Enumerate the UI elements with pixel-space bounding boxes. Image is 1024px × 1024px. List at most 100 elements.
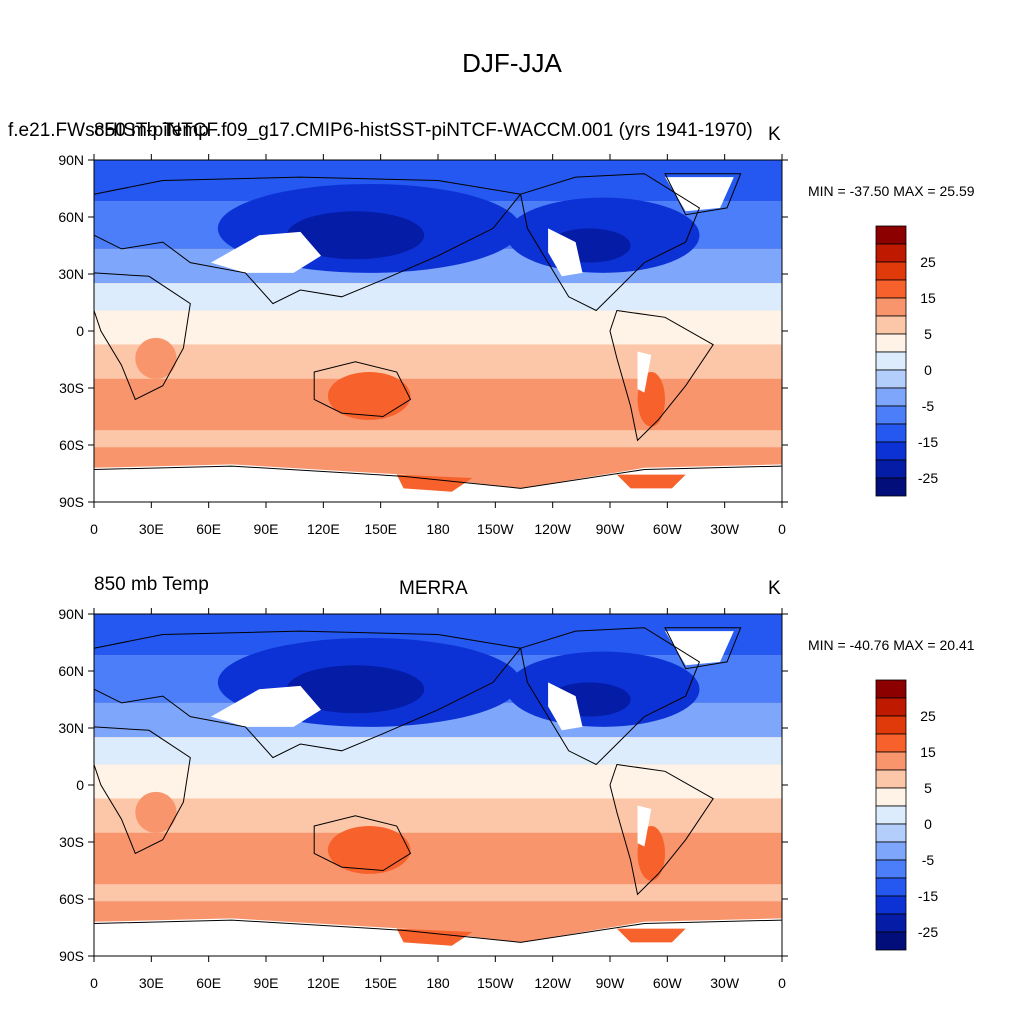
colorbar-box — [875, 841, 907, 861]
warm-southern-africa — [135, 791, 177, 833]
lon-label: 180 — [426, 975, 450, 991]
panel-units: K — [768, 578, 781, 599]
lon-label: 120E — [307, 975, 340, 991]
colorbar-box — [875, 351, 907, 371]
lat-label: 60S — [59, 891, 84, 907]
lon-label: 0 — [90, 975, 98, 991]
lat-label: 90S — [59, 494, 84, 510]
colorbar-label: 5 — [924, 326, 932, 342]
warm-australia — [327, 826, 411, 874]
colorbar-box — [875, 333, 907, 353]
lon-label: 30W — [710, 975, 740, 991]
lat-label: 60N — [58, 663, 84, 679]
panel-center-string: MERRA — [399, 578, 468, 599]
temperature-band — [94, 378, 782, 431]
lon-label: 120E — [307, 521, 340, 537]
temperature-band — [94, 310, 782, 345]
temperature-band — [94, 344, 782, 379]
missing-data-tibet — [210, 685, 322, 727]
coastline-south-america — [609, 763, 714, 896]
colorbar-label: -25 — [918, 470, 938, 486]
temperature-band — [94, 832, 782, 885]
lon-label: 90E — [254, 975, 279, 991]
lat-label: 0 — [76, 323, 84, 339]
colorbar-box — [875, 225, 907, 245]
missing-data-andes — [637, 805, 652, 847]
map-panel-bottom: 850 mb Temp MERRA K MIN = -40.76 MAX = 2… — [0, 454, 1024, 991]
colorbar-label: -15 — [918, 434, 938, 450]
coastline-australia — [313, 361, 412, 418]
temperature-map: 90N 60N 30N 0 30S 60S 90S 0 30E 60E 90E 120E 150E 180… — [58, 606, 938, 991]
missing-data-greenland — [665, 177, 734, 212]
missing-data-rockies — [548, 682, 583, 731]
temperature-band — [94, 430, 782, 448]
antarctic-warm-patch — [396, 474, 473, 492]
colorbar-box — [875, 859, 907, 879]
colorbar-box — [875, 243, 907, 263]
colorbar-box — [875, 769, 907, 789]
min-max-label: MIN = -40.76 MAX = 20.41 — [808, 637, 975, 653]
colorbar-label: 15 — [920, 290, 936, 306]
antarctic-warm-patch — [616, 928, 686, 943]
lat-label: 90N — [58, 152, 84, 168]
missing-data-greenland — [665, 631, 734, 666]
antarctic-warm-patch — [616, 474, 686, 489]
colorbar-box — [875, 279, 907, 299]
temperature-band — [94, 884, 782, 902]
colorbar-box — [875, 715, 907, 735]
temperature-band — [94, 798, 782, 833]
cold-core-siberia — [286, 665, 425, 714]
colorbar-label: -15 — [918, 888, 938, 904]
colorbar-label: -25 — [918, 924, 938, 940]
missing-data-andes — [637, 351, 652, 393]
lat-label: 90N — [58, 606, 84, 622]
lon-label: 150W — [477, 521, 514, 537]
colorbar-box — [875, 697, 907, 717]
colorbar-box — [875, 787, 907, 807]
colorbar-box — [875, 895, 907, 915]
map-field — [93, 160, 783, 502]
colorbar-box — [875, 805, 907, 825]
map-panel-top: 850 mb Temp f.e21.FWscHIST-piNTCF.f09_g1… — [0, 0, 1024, 537]
coastline-antarctica — [93, 465, 783, 489]
missing-data-rockies — [548, 228, 583, 277]
lon-label: 180 — [426, 521, 450, 537]
colorbar-label: 25 — [920, 708, 936, 724]
lon-label: 60E — [196, 975, 221, 991]
colorbar-box — [875, 877, 907, 897]
coastline-north-america — [520, 627, 701, 766]
lon-label: 90W — [596, 975, 626, 991]
colorbar-label: -5 — [922, 852, 935, 868]
coastline-eurasia — [93, 176, 522, 305]
lon-label: 90E — [254, 521, 279, 537]
panel-center-string: f.e21.FWscHIST-piNTCF.f09_g17.CMIP6-hist… — [8, 120, 753, 141]
min-max-label: MIN = -37.50 MAX = 25.59 — [808, 183, 975, 199]
colorbar-label: 0 — [924, 816, 932, 832]
coastline-africa — [93, 726, 191, 855]
colorbar-box — [875, 261, 907, 281]
antarctic-warm-patch — [396, 928, 473, 946]
temperature-band — [94, 764, 782, 799]
missing-data-tibet — [210, 231, 322, 273]
colorbar-label: 15 — [920, 744, 936, 760]
coastline-greenland — [664, 627, 742, 670]
colorbar-box — [875, 297, 907, 317]
lon-label: 30W — [710, 521, 740, 537]
coastline-eurasia — [93, 630, 522, 759]
coastline-australia — [313, 815, 412, 872]
cold-core-siberia — [286, 211, 425, 260]
warm-southern-africa — [135, 337, 177, 379]
lat-label: 60N — [58, 209, 84, 225]
lon-label: 0 — [778, 975, 786, 991]
lat-label: 30N — [58, 720, 84, 736]
figure-title: DJF-JJA — [462, 48, 562, 78]
lon-label: 90W — [596, 521, 626, 537]
colorbar-box — [875, 315, 907, 335]
warm-australia — [327, 372, 411, 420]
lon-label: 0 — [778, 521, 786, 537]
colorbar-label: 5 — [924, 780, 932, 796]
lon-label: 150E — [364, 521, 397, 537]
coastline-north-america — [520, 173, 701, 312]
lon-label: 150E — [364, 975, 397, 991]
panel-left-string: 850 mb Temp — [94, 574, 209, 595]
